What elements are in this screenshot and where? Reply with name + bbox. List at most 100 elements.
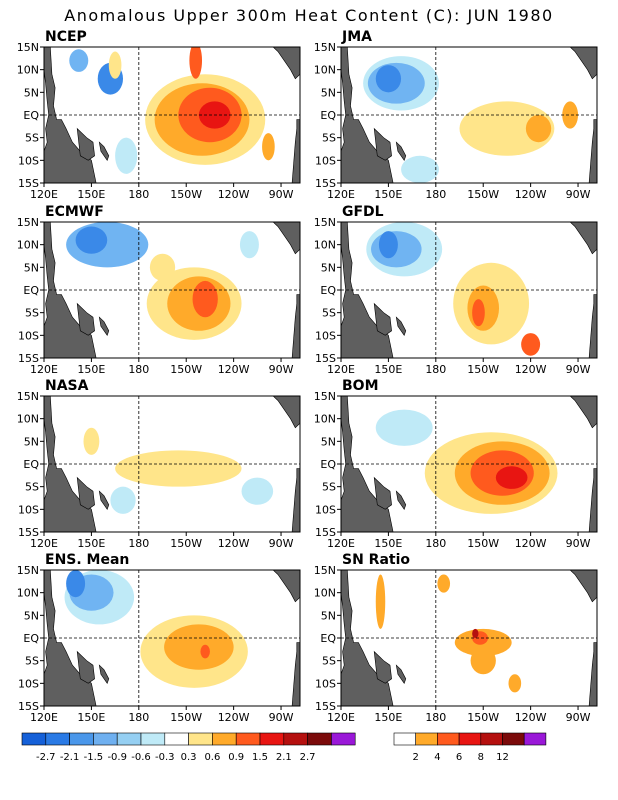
lon-label: 180 [425, 537, 446, 550]
colorbar-label: 8 [478, 752, 484, 763]
lat-label: 15N [17, 216, 39, 229]
panel-title-gfdl: GFDL [342, 204, 384, 220]
lat-label: EQ [23, 284, 39, 297]
lat-label: 10S [315, 677, 336, 690]
land-mask [341, 222, 597, 358]
land-philippines-indonesia [341, 222, 394, 358]
lon-label: 150W [467, 537, 499, 550]
land-central-america [272, 222, 300, 255]
lat-label: 10N [314, 587, 336, 600]
panel-title-bom: BOM [342, 378, 379, 394]
land-solomon [395, 141, 407, 161]
lon-label: 180 [425, 363, 446, 376]
lon-label: 150E [77, 188, 105, 201]
lon-label: 150W [467, 363, 499, 376]
colorbar-swatch [502, 732, 525, 746]
lon-label: 90W [269, 363, 294, 376]
colorbar-label: 2.7 [300, 752, 316, 763]
lat-label: 5N [24, 609, 39, 622]
lat-label: 15N [314, 41, 336, 54]
land-solomon [395, 664, 407, 684]
land-south-america [588, 119, 597, 183]
anomaly-contour-5 [200, 644, 210, 659]
anomaly-contour-3 [472, 628, 479, 638]
lon-label: 120E [327, 188, 355, 201]
lat-label: 5N [24, 261, 39, 274]
colorbar-swatch [331, 732, 356, 746]
anomaly-contour-2 [66, 570, 86, 598]
lon-label: 120W [218, 363, 250, 376]
colorbar-label: 0.3 [181, 752, 197, 763]
lon-label: 90W [269, 711, 294, 724]
lon-label: 180 [425, 188, 446, 201]
lat-label: EQ [23, 109, 39, 122]
colorbar-swatch [140, 732, 166, 746]
land-central-america [272, 570, 300, 603]
lat-label: 10S [18, 677, 39, 690]
anomaly-contour-6 [508, 674, 522, 693]
lon-label: 120E [30, 363, 58, 376]
anomaly-contour-4 [375, 574, 386, 629]
anomaly-contour-3 [108, 51, 122, 79]
anomaly-contour-4 [192, 280, 218, 318]
lat-label: 10N [314, 64, 336, 77]
lon-label: 150E [77, 363, 105, 376]
land-south-america [291, 642, 300, 706]
land-south-america [588, 642, 597, 706]
colorbar-swatch [235, 732, 261, 746]
colorbar-swatch [93, 732, 118, 746]
lat-label: 5S [25, 307, 39, 320]
colorbar-swatch [415, 732, 438, 746]
anomaly-contour-1 [69, 49, 89, 72]
panel-title-jma: JMA [342, 29, 372, 45]
lon-label: 120E [30, 711, 58, 724]
land-new-guinea-east [373, 127, 392, 161]
colorbar-swatch [458, 732, 482, 746]
colorbar-label: 6 [456, 752, 462, 763]
colorbar-label: 4 [434, 752, 440, 763]
anomaly-contour-4 [164, 624, 234, 670]
lat-label: 10N [314, 239, 336, 252]
land-philippines-indonesia [341, 47, 394, 183]
lat-label: 10S [18, 503, 39, 516]
lat-label: 5S [25, 132, 39, 145]
colorbar-swatch [523, 732, 547, 746]
land-mask [44, 570, 300, 706]
land-new-guinea-east [76, 127, 95, 161]
lat-label: EQ [320, 632, 336, 645]
lat-label: 10N [17, 239, 39, 252]
land-mask [341, 570, 597, 706]
lon-label: 120E [327, 711, 355, 724]
anomaly-contour-6 [239, 231, 259, 259]
lat-label: 15S [18, 177, 39, 190]
colorbar-label: 2 [413, 752, 419, 763]
lat-label: 5S [322, 655, 336, 668]
lat-label: 15S [315, 526, 336, 539]
colorbar-label: -0.6 [131, 752, 151, 763]
land-philippines-indonesia [44, 222, 97, 358]
lat-label: 15N [314, 564, 336, 577]
land-south-america [588, 468, 597, 532]
land-central-america [569, 222, 597, 255]
colorbar-label: 0.9 [228, 752, 244, 763]
colorbar-label: -1.5 [84, 752, 104, 763]
anomaly-contour-8 [189, 47, 203, 79]
land-south-america [588, 294, 597, 358]
colorbar-swatch [116, 732, 142, 746]
anomaly-field [69, 47, 275, 174]
lon-label: 150W [170, 711, 202, 724]
lon-label: 90W [566, 188, 591, 201]
anomaly-contour-0 [115, 450, 242, 487]
anomaly-contour-2 [375, 65, 402, 93]
lat-label: 5N [24, 435, 39, 448]
colorbar-label: -0.9 [107, 752, 127, 763]
land-solomon [98, 141, 110, 161]
colorbar-swatch [259, 732, 285, 746]
colorbar-label: 1.5 [252, 752, 268, 763]
lon-label: 120W [515, 188, 547, 201]
